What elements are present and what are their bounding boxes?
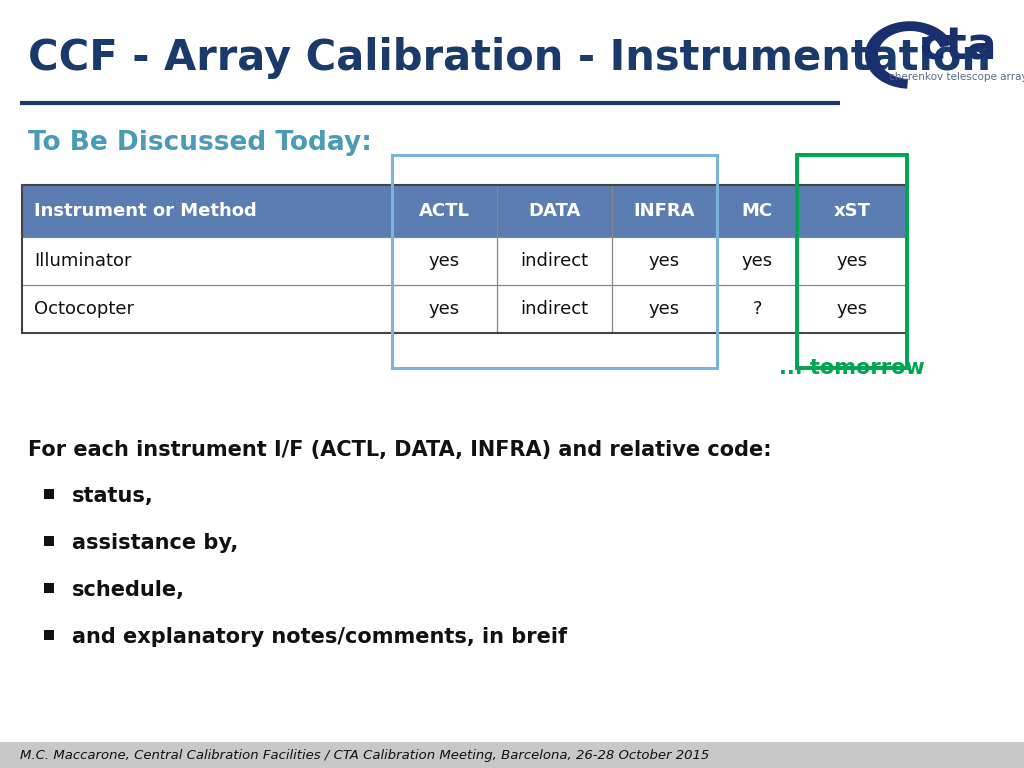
Text: DATA: DATA	[528, 202, 581, 220]
Text: Instrument or Method: Instrument or Method	[34, 202, 257, 220]
Text: For each instrument I/F (ACTL, DATA, INFRA) and relative code:: For each instrument I/F (ACTL, DATA, INF…	[28, 440, 772, 460]
Text: status,: status,	[72, 486, 154, 506]
Text: yes: yes	[741, 252, 772, 270]
Text: yes: yes	[649, 300, 680, 318]
Text: ?: ?	[753, 300, 762, 318]
Text: yes: yes	[429, 300, 460, 318]
Text: Octocopter: Octocopter	[34, 300, 134, 318]
Text: ... tomorrow: ... tomorrow	[779, 358, 925, 378]
Text: schedule,: schedule,	[72, 580, 185, 600]
Bar	[22, 185, 907, 333]
Polygon shape	[865, 22, 952, 88]
Text: yes: yes	[837, 252, 867, 270]
Bar	[22, 237, 907, 285]
Text: indirect: indirect	[520, 252, 589, 270]
Text: M.C. Maccarone, Central Calibration Facilities / CTA Calibration Meeting, Barcel: M.C. Maccarone, Central Calibration Faci…	[20, 749, 710, 762]
Bar	[797, 155, 907, 368]
Text: xST: xST	[834, 202, 870, 220]
Text: indirect: indirect	[520, 300, 589, 318]
Text: Illuminator: Illuminator	[34, 252, 131, 270]
Text: MC: MC	[741, 202, 772, 220]
Text: ACTL: ACTL	[419, 202, 470, 220]
Text: cherenkov telescope array: cherenkov telescope array	[889, 72, 1024, 82]
Bar	[44, 489, 54, 499]
Bar	[0, 742, 1024, 768]
Text: CCF - Array Calibration - Instrumentation: CCF - Array Calibration - Instrumentatio…	[28, 37, 991, 79]
Text: yes: yes	[429, 252, 460, 270]
Bar	[22, 285, 907, 333]
Bar	[22, 185, 907, 237]
Text: yes: yes	[649, 252, 680, 270]
Bar	[44, 536, 54, 546]
Bar	[44, 583, 54, 593]
Bar	[392, 155, 717, 368]
Text: yes: yes	[837, 300, 867, 318]
Text: INFRA: INFRA	[634, 202, 695, 220]
Text: and explanatory notes/comments, in breif: and explanatory notes/comments, in breif	[72, 627, 567, 647]
Text: cta: cta	[920, 25, 996, 68]
Text: To Be Discussed Today:: To Be Discussed Today:	[28, 130, 372, 156]
Bar	[44, 630, 54, 640]
Text: assistance by,: assistance by,	[72, 533, 239, 553]
